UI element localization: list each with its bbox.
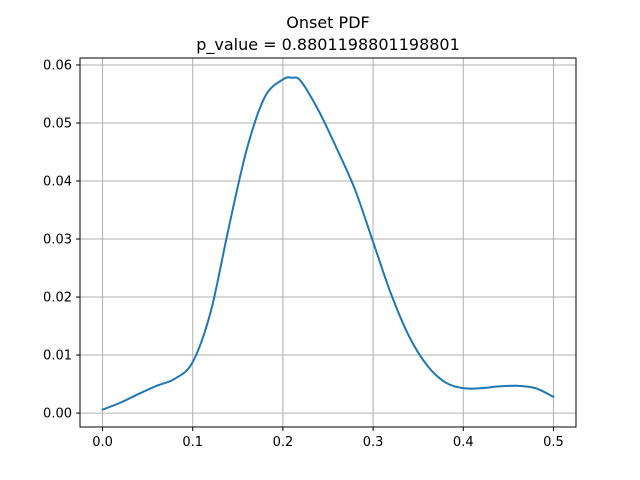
series-line-onset-pdf <box>101 76 555 411</box>
y-tick-label: 0.03 <box>43 233 72 248</box>
y-tick-label: 0.00 <box>43 407 72 422</box>
x-tick-label: 0.0 <box>92 435 113 450</box>
y-tick-label: 0.04 <box>43 175 72 190</box>
chart-subtitle: p_value = 0.8801198801198801 <box>196 35 460 55</box>
x-tick-label: 0.5 <box>543 435 564 450</box>
x-tick-label: 0.2 <box>273 435 294 450</box>
axis-ticks: 0.0 0.1 0.2 0.3 0.4 0.5 0.00 0.01 0.02 0.03 0.04 0.… <box>43 58 564 450</box>
y-tick-label: 0.06 <box>43 58 72 73</box>
grid <box>80 58 576 427</box>
x-tick-label: 0.1 <box>182 435 203 450</box>
x-tick-label: 0.3 <box>363 435 384 450</box>
y-tick-label: 0.05 <box>43 116 72 131</box>
y-tick-label: 0.02 <box>43 291 72 306</box>
chart-title: Onset PDF <box>286 13 369 32</box>
series-layer <box>101 76 555 411</box>
y-tick-label: 0.01 <box>43 349 72 364</box>
plot-frame <box>79 57 577 428</box>
x-tick-label: 0.4 <box>453 435 474 450</box>
